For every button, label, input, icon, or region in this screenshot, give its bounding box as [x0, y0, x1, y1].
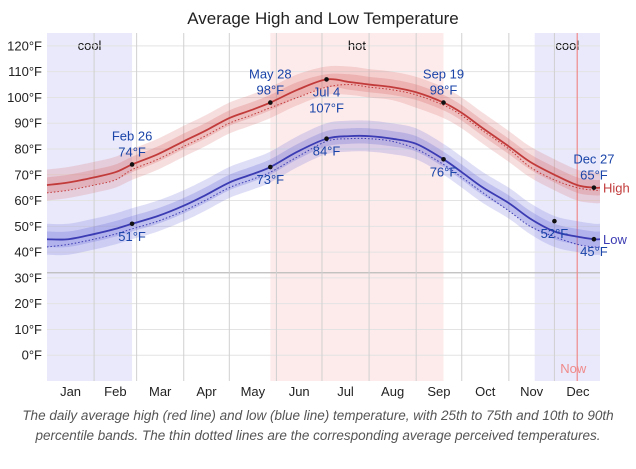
- x-tick-label: Feb: [104, 384, 126, 399]
- high-p10-p90-band: [47, 65, 600, 204]
- annotation-label: Jul 4: [313, 84, 340, 99]
- annotation-dot: [552, 218, 557, 224]
- x-tick-label: Jul: [337, 384, 354, 399]
- low-p25-p75-band: [47, 128, 600, 248]
- grid-lines: [47, 33, 600, 381]
- annotation-label: Feb 26: [112, 128, 152, 143]
- annotation-label: 65°F: [580, 168, 608, 183]
- annotation-dot: [591, 185, 597, 190]
- x-tick-label: Apr: [196, 384, 217, 399]
- y-tick-label: 120°F: [7, 38, 42, 53]
- low-p10-p90-band: [47, 120, 600, 256]
- x-tick-label: Sep: [427, 384, 450, 399]
- annotation-dot: [129, 162, 135, 167]
- x-tick-label: Dec: [566, 384, 590, 399]
- x-tick-label: Jun: [289, 384, 310, 399]
- chart-caption: The daily average high (red line) and lo…: [22, 408, 614, 443]
- high-series-label: High: [603, 181, 630, 196]
- annotation-label: 45°F: [580, 244, 608, 259]
- y-tick-label: 50°F: [14, 219, 42, 234]
- annotation-label: Sep 19: [423, 67, 464, 82]
- annotation-dot: [591, 236, 597, 242]
- now-label: Now: [560, 361, 587, 376]
- y-tick-label: 10°F: [14, 322, 42, 337]
- high-perceived-line: [46, 84, 601, 194]
- annotation-label: 51°F: [118, 229, 146, 244]
- y-tick-label: 90°F: [14, 116, 42, 131]
- annotation-label: 74°F: [118, 144, 146, 159]
- x-tick-label: Nov: [520, 384, 544, 399]
- annotation-dot: [268, 164, 273, 170]
- annotation-label: 84°F: [313, 144, 341, 159]
- annotation-dot: [268, 100, 273, 105]
- annotation-label: May 28: [249, 67, 292, 82]
- x-tick-label: Mar: [149, 384, 172, 399]
- axis-labels: 0°F 10°F 20°F 30°F 40°F 50°F 60°F 70°F 80°F 90°F 1…: [7, 38, 630, 399]
- temperature-chart: Average High and Low Temperature cool hot…: [7, 9, 630, 443]
- y-tick-label: 40°F: [14, 245, 42, 260]
- low-series-label: Low: [603, 232, 627, 247]
- annotation-dot: [441, 100, 446, 105]
- annotation-label: 98°F: [257, 83, 285, 98]
- x-tick-label: Oct: [475, 384, 496, 399]
- y-tick-label: 0°F: [22, 348, 42, 363]
- annotation-label: 76°F: [430, 164, 458, 179]
- y-tick-label: 60°F: [14, 193, 42, 208]
- x-tick-label: Jan: [60, 384, 81, 399]
- y-tick-label: 80°F: [14, 142, 42, 157]
- annotation-dot: [129, 221, 135, 227]
- y-tick-label: 30°F: [14, 270, 42, 285]
- y-tick-label: 100°F: [7, 90, 42, 105]
- y-tick-label: 20°F: [14, 296, 42, 311]
- annotation-label: 73°F: [257, 172, 285, 187]
- annotation-dot: [324, 136, 329, 141]
- x-tick-label: Aug: [381, 384, 404, 399]
- chart-svg: Average High and Low Temperature cool hot…: [7, 9, 630, 399]
- x-tick-label: May: [241, 384, 266, 399]
- annotation-dot: [441, 157, 446, 162]
- annotation-label: 52°F: [541, 226, 569, 241]
- chart-title: Average High and Low Temperature: [187, 9, 459, 28]
- annotation-dot: [324, 77, 329, 82]
- annotation-label: Dec 27: [573, 152, 614, 167]
- percentile-bands: [47, 65, 600, 256]
- season-band-cool: [47, 33, 133, 381]
- y-tick-label: 110°F: [8, 64, 42, 79]
- annotation-label: 107°F: [309, 100, 344, 115]
- high-p25-p75-band: [47, 73, 600, 196]
- season-band-cool: [534, 33, 600, 381]
- y-tick-label: 70°F: [14, 167, 42, 182]
- annotation-label: 98°F: [430, 83, 458, 98]
